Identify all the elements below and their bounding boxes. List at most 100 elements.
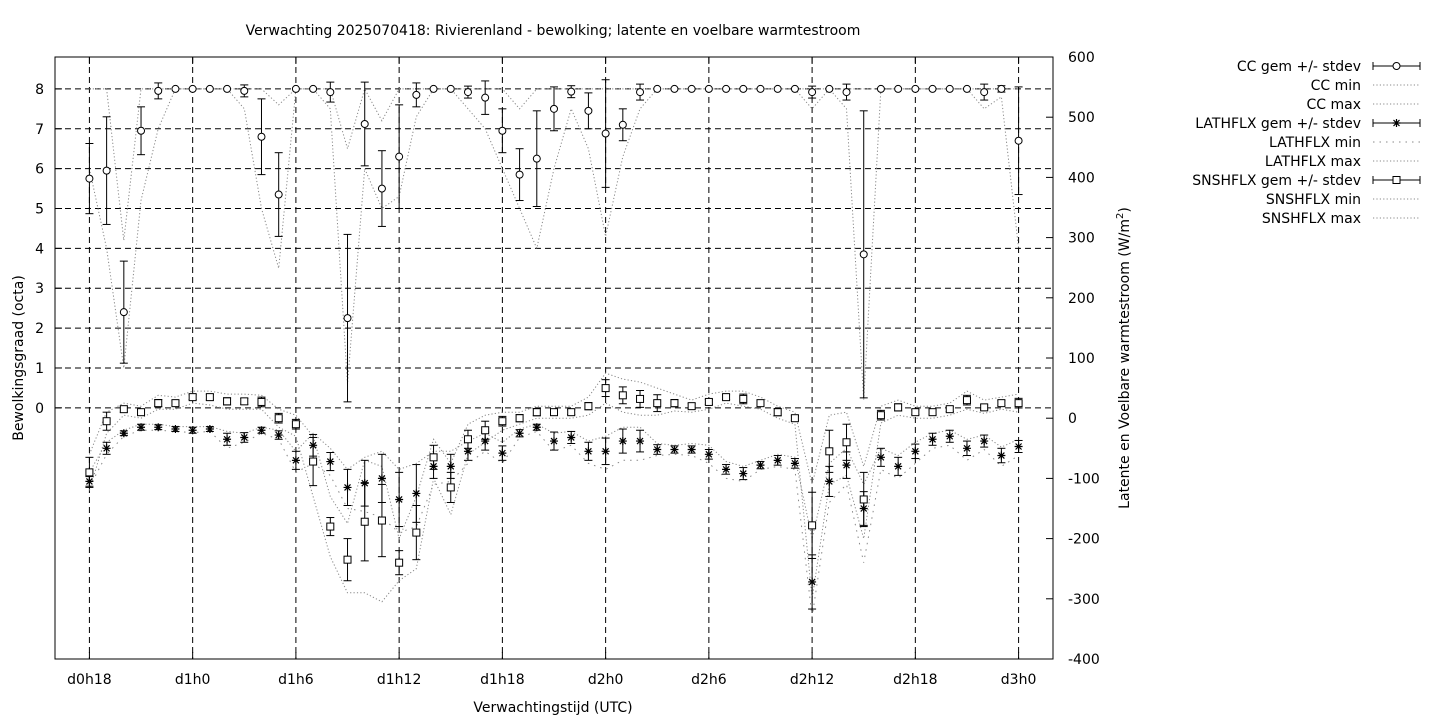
legend-label: LATHFLX gem +/- stdev: [1195, 116, 1361, 132]
cc-mean-point: [463, 88, 472, 97]
snshflx-mean-point: [377, 516, 386, 525]
y2-tick-label: -400: [1068, 652, 1100, 668]
chart-title: Verwachting 2025070418: Rivierenland - b…: [246, 23, 861, 39]
lathflx-mean-point: [498, 449, 507, 458]
cc-mean-point: [412, 90, 421, 99]
lathflx-mean-point: [808, 577, 817, 586]
cc-mean-point: [584, 106, 593, 115]
snshflx-mean-point: [997, 399, 1006, 408]
cc-mean-point: [188, 84, 197, 93]
legend-label: CC min: [1311, 78, 1361, 94]
snshflx-mean-point: [670, 399, 679, 408]
cc-mean-point: [360, 119, 369, 128]
snshflx-mean-point: [618, 391, 627, 400]
x-tick-label: d2h0: [588, 672, 624, 688]
lathflx-mean-point: [842, 461, 851, 470]
snshflx-mean-point: [171, 399, 180, 408]
legend-label: SNSHFLX min: [1266, 192, 1361, 208]
cc-mean-point: [205, 84, 214, 93]
snshflx-mean-point: [188, 393, 197, 402]
cc-mean-point: [808, 88, 817, 97]
lathflx-mean-point: [945, 432, 954, 441]
lathflx-mean-series: [85, 423, 1023, 610]
lathflx-mean-point: [567, 433, 576, 442]
y-tick-label: 2: [35, 321, 44, 337]
y-tick-label: 1: [35, 361, 44, 377]
snshflx-mean-point: [584, 402, 593, 411]
cc-mean-point: [962, 84, 971, 93]
lathflx-mean-point: [739, 469, 748, 478]
snshflx-mean-point: [515, 414, 524, 423]
y2-tick-label: 500: [1068, 110, 1095, 126]
lathflx-mean-point: [274, 431, 283, 440]
cc-mean-point: [601, 129, 610, 138]
x-tick-label: d2h6: [691, 672, 727, 688]
y-tick-label: 4: [35, 241, 44, 257]
snshflx-mean-point: [102, 417, 111, 426]
snshflx-mean-point: [876, 411, 885, 420]
y2-axis-label-superscript: 2: [1115, 213, 1126, 219]
y2-axis-label: Latente en Voelbare warmtestroom (W/m2): [1115, 207, 1133, 509]
cc-mean-point: [119, 308, 128, 317]
y-tick-label: 7: [35, 122, 44, 138]
snshflx-mean-point: [85, 468, 94, 477]
cc-mean-point: [773, 84, 782, 93]
lathflx-mean-point: [876, 453, 885, 462]
snshflx-mean-point: [825, 447, 834, 456]
cc-mean-point: [739, 84, 748, 93]
cc-mean-series: [85, 79, 1023, 403]
snshflx-mean-point: [343, 555, 352, 564]
cc-min-line: [88, 88, 1020, 400]
snshflx-mean-point: [291, 420, 300, 429]
cc-mean-point: [291, 84, 300, 93]
snshflx-mean-point: [240, 397, 249, 406]
snshflx-mean-point: [722, 393, 731, 402]
snshflx-mean-point: [790, 414, 799, 423]
x-axis-label: Verwachtingstijd (UTC): [473, 700, 632, 716]
plot-frame: [54, 56, 1054, 660]
lathflx-mean-point: [687, 445, 696, 454]
cc-mean-point: [343, 314, 352, 323]
y-tick-label: 8: [35, 82, 44, 98]
cc-mean-point: [842, 88, 851, 97]
cc-mean-point: [790, 84, 799, 93]
snshflx-mean-point: [567, 408, 576, 417]
cc-mean-point: [377, 184, 386, 193]
snshflx-mean-point: [326, 522, 335, 531]
cc-mean-point: [653, 84, 662, 93]
snshflx-mean-point: [274, 414, 283, 423]
x-tick-label: d0h18: [67, 672, 111, 688]
grid-lines: [55, 57, 1053, 659]
snshflx-mean-point: [137, 408, 146, 417]
y2-axis-label-main: Latente en Voelbare warmtestroom (W/m: [1117, 219, 1133, 509]
lathflx-mean-point: [653, 445, 662, 454]
lathflx-mean-point: [515, 429, 524, 438]
snshflx-mean-point: [257, 397, 266, 406]
snshflx-mean-point: [980, 403, 989, 412]
cc-mean-point: [171, 84, 180, 93]
lathflx-mean-point: [636, 437, 645, 446]
axes: d0h18 d1h0 d1h6 d1h12 d1h18 d2h0 d2h6 d2h12 d2h1…: [35, 50, 1100, 688]
cc-mean-point: [429, 84, 438, 93]
cc-mean-point: [257, 132, 266, 141]
y2-tick-label: 600: [1068, 50, 1095, 66]
cc-mean-point: [722, 84, 731, 93]
lathflx-mean-point: [481, 437, 490, 446]
snshflx-mean-point: [601, 384, 610, 393]
cc-mean-point: [945, 84, 954, 93]
lathflx-mean-point: [704, 450, 713, 459]
cc-mean-point: [670, 84, 679, 93]
snshflx-mean-point: [653, 399, 662, 408]
y2-tick-label: 400: [1068, 170, 1095, 186]
snshflx-mean-point: [550, 408, 558, 417]
x-tick-label: d1h6: [278, 672, 314, 688]
snshflx-mean-point: [911, 408, 920, 417]
cc-mean-point: [515, 170, 524, 179]
lathflx-min-line: [88, 429, 1019, 617]
snshflx-mean-point: [223, 397, 232, 406]
lathflx-mean-point: [773, 456, 782, 465]
snshflx-mean-point: [119, 405, 128, 414]
x-tick-label: d3h0: [1001, 672, 1037, 688]
cc-mean-point: [894, 84, 903, 93]
snshflx-mean-point: [945, 405, 954, 414]
